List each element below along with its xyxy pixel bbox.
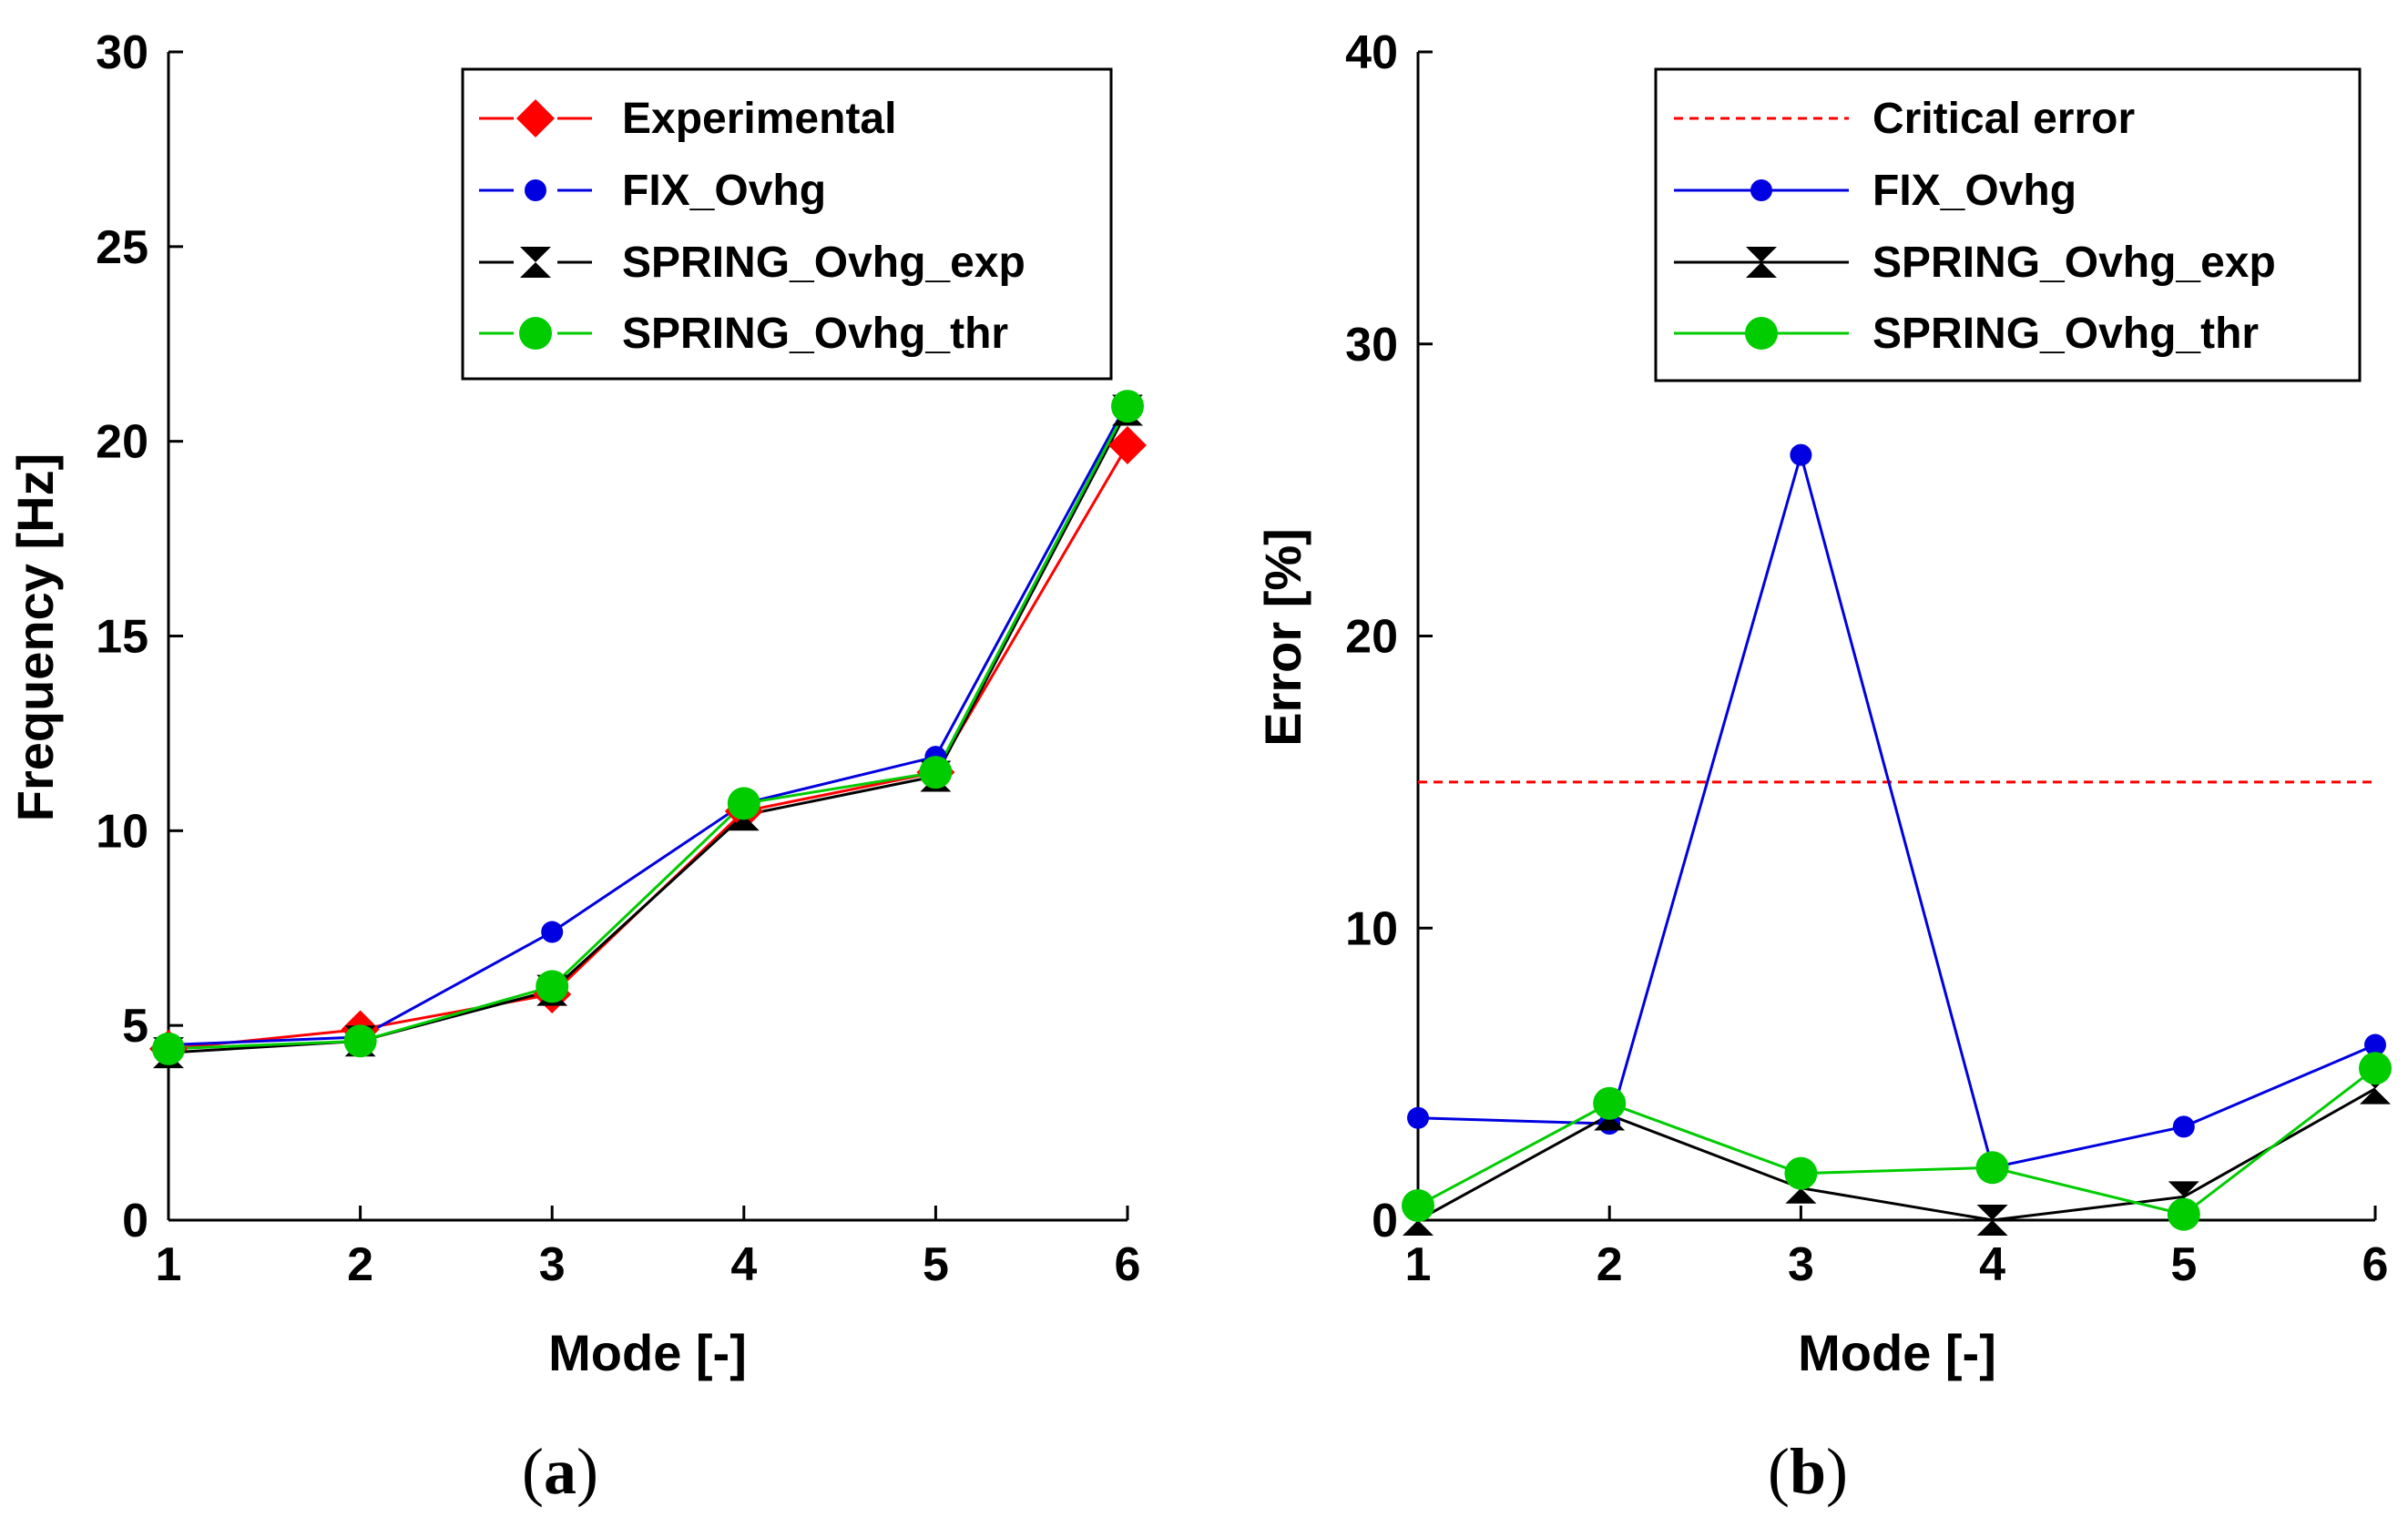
legend-marker-fix-ovhg-a bbox=[525, 179, 546, 201]
chart-b: 0 10 20 30 40 1 2 3 4 5 6 Mode [-] Error [%] Critical… bbox=[1254, 26, 2392, 1508]
y-tick-label-a: 5 bbox=[122, 1000, 148, 1053]
caption-open-paren: ( bbox=[1768, 1435, 1790, 1508]
data-point-spring-ovhg-thr-a bbox=[152, 1032, 185, 1065]
data-point-spring-ovhg-thr-b bbox=[1784, 1156, 1818, 1190]
legend-label-spring-ovhg-exp-a: SPRING_Ovhg_exp bbox=[622, 239, 1025, 287]
caption-a: (a) bbox=[522, 1435, 598, 1508]
legend-label-fix-ovhg-b: FIX_Ovhg bbox=[1872, 167, 2076, 215]
x-axis-label-b: Mode [-] bbox=[1798, 1324, 1996, 1381]
data-point-spring-ovhg-thr-b bbox=[1975, 1151, 2009, 1185]
x-tick-label-b: 2 bbox=[1597, 1238, 1623, 1291]
x-axis-label-a: Mode [-] bbox=[548, 1324, 747, 1381]
x-tick-label-b: 5 bbox=[2170, 1238, 2197, 1291]
y-tick-label-a: 20 bbox=[96, 416, 148, 469]
chart-a: 0 5 10 15 20 25 30 1 2 3 4 5 6 Mode [-] Frequency [Hz]… bbox=[6, 26, 1147, 1508]
caption-open-paren: ( bbox=[522, 1435, 544, 1508]
y-tick-label-a: 30 bbox=[96, 26, 148, 79]
legend-label-fix-ovhg-a: FIX_Ovhg bbox=[622, 167, 826, 215]
data-point-fix-ovhg-a bbox=[541, 921, 564, 943]
x-tick-label-a: 4 bbox=[730, 1238, 757, 1291]
legend-label-spring-ovhg-thr-a: SPRING_Ovhg_thr bbox=[622, 310, 1008, 358]
series-line-spring-ovhg-exp-b bbox=[1417, 1087, 2376, 1222]
data-point-fix-ovhg-b bbox=[2172, 1115, 2195, 1138]
series-line-spring-ovhg-thr-a bbox=[168, 405, 1129, 1051]
y-axis-label-b: Error [%] bbox=[1254, 528, 1311, 747]
y-tick-label-b: 10 bbox=[1345, 902, 1398, 955]
x-tick-label-a: 1 bbox=[156, 1238, 182, 1291]
legend-box-a bbox=[461, 67, 1113, 381]
data-point-spring-ovhg-thr-a bbox=[1111, 390, 1144, 423]
y-tick-label-a: 25 bbox=[96, 221, 148, 274]
data-point-spring-ovhg-exp-b bbox=[1976, 1205, 2008, 1236]
x-tick-label-a: 3 bbox=[539, 1238, 566, 1291]
series-line-spring-ovhg-exp-a bbox=[168, 409, 1129, 1054]
data-point-spring-ovhg-thr-b bbox=[1593, 1086, 1627, 1120]
data-point-fix-ovhg-b bbox=[1407, 1106, 1429, 1129]
legend-label-spring-ovhg-exp-b: SPRING_Ovhg_exp bbox=[1872, 239, 2276, 287]
data-point-fix-ovhg-b bbox=[2364, 1033, 2386, 1056]
caption-close-paren: ) bbox=[576, 1435, 598, 1508]
y-tick-label-b: 0 bbox=[1372, 1195, 1398, 1247]
legend-marker-spring-ovhg-exp-b bbox=[1746, 247, 1777, 278]
y-axis-label-a: Frequency [Hz] bbox=[6, 453, 64, 822]
series-line-fix-ovhg-b bbox=[1417, 450, 2376, 1170]
data-point-spring-ovhg-thr-a bbox=[727, 787, 760, 820]
y-tick-label-b: 30 bbox=[1345, 319, 1398, 372]
legend-label-critical-error-b: Critical error bbox=[1872, 95, 2135, 143]
x-tick-label-b: 1 bbox=[1405, 1238, 1432, 1291]
x-tick-label-a: 2 bbox=[347, 1238, 373, 1291]
legend-label-spring-ovhg-thr-b: SPRING_Ovhg_thr bbox=[1872, 310, 2259, 358]
data-point-spring-ovhg-thr-b bbox=[2359, 1052, 2392, 1085]
x-tick-label-b: 3 bbox=[1788, 1238, 1814, 1291]
legend-marker-fix-ovhg-b bbox=[1750, 179, 1772, 201]
y-tick-label-b: 20 bbox=[1345, 611, 1398, 664]
x-tick-label-b: 4 bbox=[1979, 1238, 2005, 1291]
y-tick-label-a: 10 bbox=[96, 805, 148, 858]
series-line-spring-ovhg-thr-b bbox=[1417, 1067, 2376, 1217]
x-tick-label-a: 5 bbox=[923, 1238, 949, 1291]
legend-label-experimental-a: Experimental bbox=[622, 95, 896, 143]
legend-marker-spring-ovhg-thr-b bbox=[1745, 317, 1778, 350]
x-tick-label-a: 6 bbox=[1115, 1238, 1141, 1291]
data-point-spring-ovhg-thr-b bbox=[1402, 1188, 1434, 1222]
y-tick-label-b: 40 bbox=[1345, 26, 1398, 79]
caption-letter: b bbox=[1790, 1435, 1826, 1508]
y-tick-label-a: 15 bbox=[96, 611, 148, 664]
data-point-spring-ovhg-thr-b bbox=[2167, 1197, 2200, 1231]
data-point-fix-ovhg-b bbox=[1790, 443, 1812, 466]
data-point-experimental-a bbox=[1108, 425, 1147, 464]
legend-marker-experimental-a bbox=[516, 99, 555, 137]
data-point-spring-ovhg-thr-a bbox=[919, 756, 953, 789]
caption-letter: a bbox=[544, 1435, 576, 1508]
data-point-spring-ovhg-thr-a bbox=[536, 970, 569, 1003]
caption-b: (b) bbox=[1768, 1435, 1848, 1508]
x-tick-label-b: 6 bbox=[2362, 1238, 2389, 1291]
legend-marker-spring-ovhg-exp-a bbox=[520, 247, 551, 278]
series-line-fix-ovhg-a bbox=[168, 402, 1129, 1047]
data-point-spring-ovhg-thr-a bbox=[343, 1024, 377, 1058]
caption-close-paren: ) bbox=[1826, 1435, 1848, 1508]
y-tick-label-a: 0 bbox=[122, 1195, 148, 1247]
series-line-experimental-a bbox=[168, 444, 1129, 1051]
legend-marker-spring-ovhg-thr-a bbox=[519, 317, 552, 350]
